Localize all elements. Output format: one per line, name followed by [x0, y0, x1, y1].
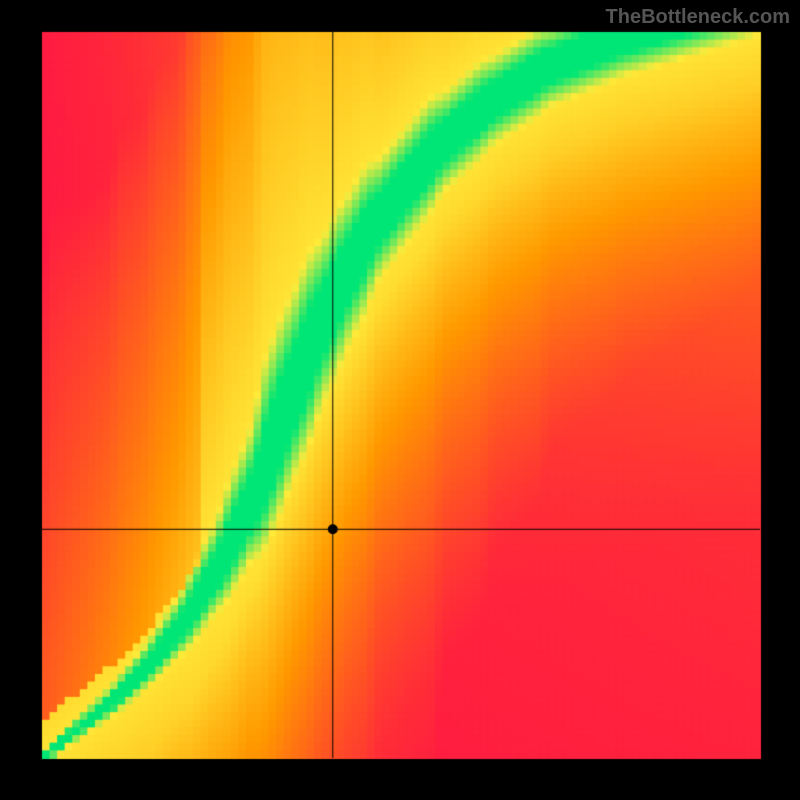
bottleneck-heatmap: [0, 0, 800, 800]
watermark-text: TheBottleneck.com: [606, 6, 790, 29]
